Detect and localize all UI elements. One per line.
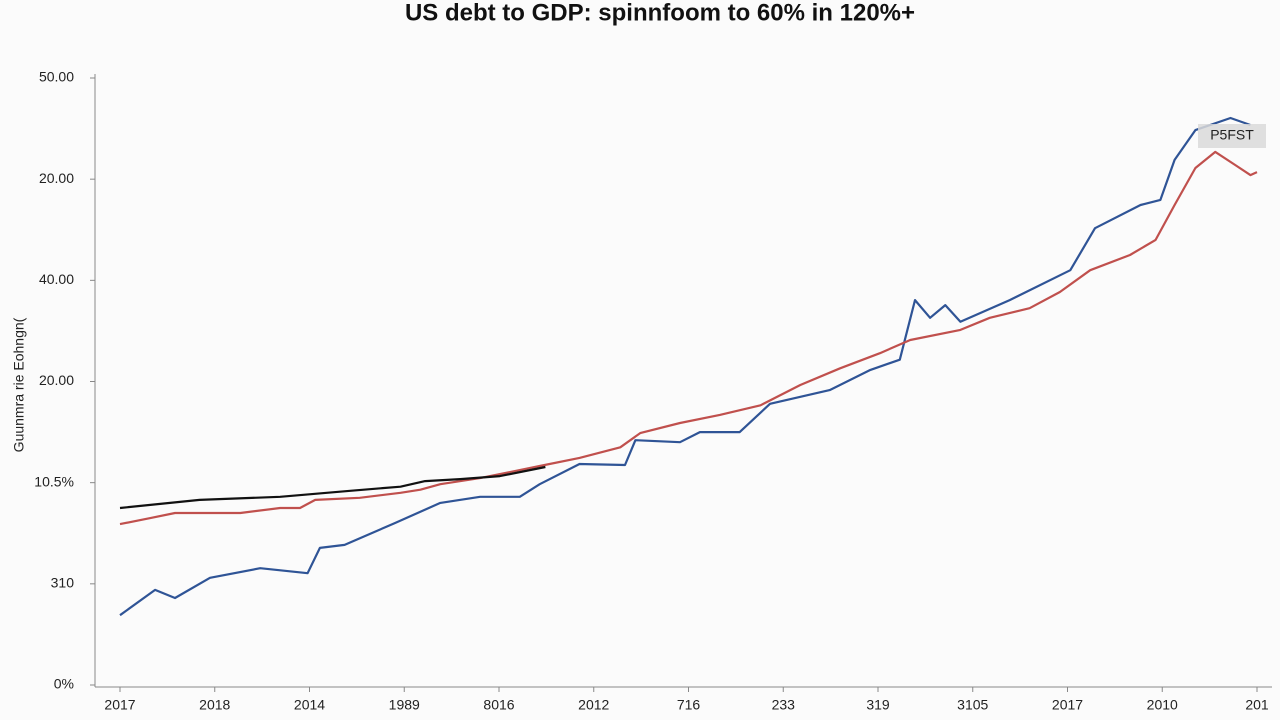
x-tick-label: 233 (772, 697, 796, 713)
line-series (119, 116, 1251, 617)
x-tick-label: 3105 (957, 697, 988, 713)
line-series (119, 150, 1258, 526)
line-series (119, 465, 546, 510)
chart-title: US debt to GDP: spinnfoom to 60% in 120%… (405, 0, 915, 26)
y-axis-label: Guunmra rie Eohngn( (11, 317, 27, 452)
y-tick-label: 50.00 (39, 69, 74, 85)
x-tick-label: 716 (677, 697, 701, 713)
y-tick-label: 20.00 (39, 372, 74, 388)
y-tick-label: 10.5% (34, 473, 74, 489)
x-tick-label: 2018 (199, 697, 230, 713)
y-tick-label: 310 (51, 575, 75, 591)
annotation: P5FST (1210, 127, 1254, 143)
annotation-box (1198, 124, 1266, 148)
x-tick-label: 2017 (1052, 697, 1083, 713)
x-tick-label: 2010 (1147, 697, 1178, 713)
x-tick-label: 1989 (389, 697, 420, 713)
x-tick-label: 319 (866, 697, 890, 713)
x-tick-label: 2014 (294, 697, 325, 713)
x-tick-label: 2017 (104, 697, 135, 713)
y-tick-label: 0% (54, 676, 74, 692)
x-tick-label: 2012 (578, 697, 609, 713)
y-tick-label: 40.00 (39, 271, 74, 287)
x-tick-label: 8016 (483, 697, 514, 713)
x-tick-label: 201 (1245, 697, 1269, 713)
y-tick-label: 20.00 (39, 170, 74, 186)
